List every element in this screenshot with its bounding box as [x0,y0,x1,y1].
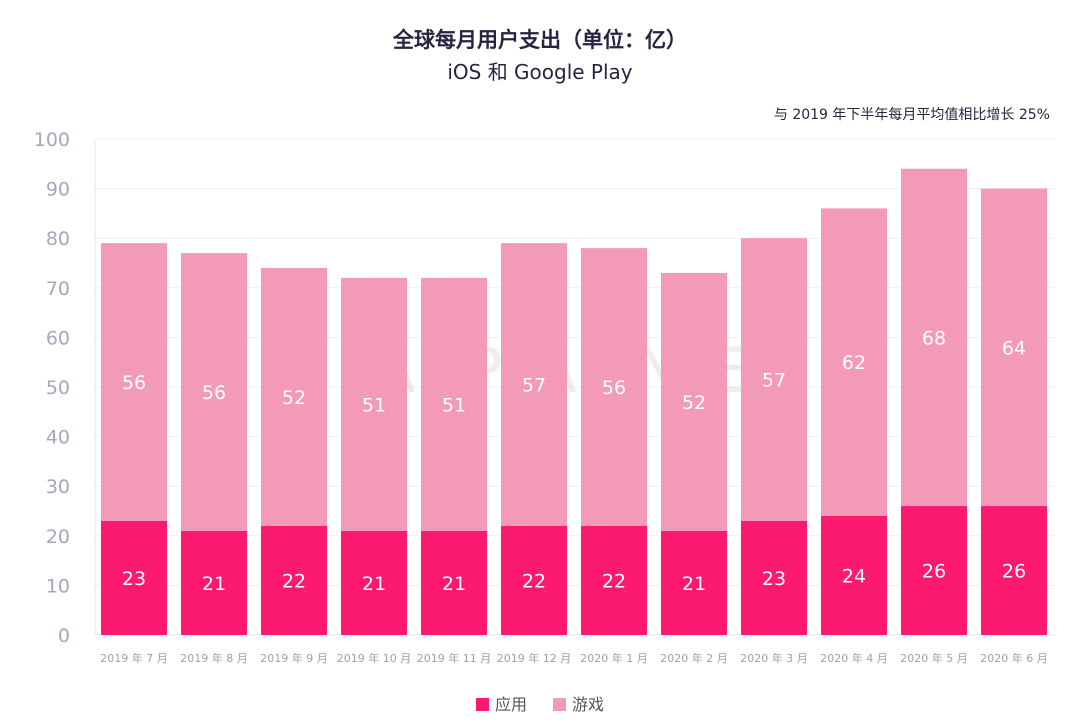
legend-label: 游戏 [572,695,605,714]
x-tick-label: 2019 年 7 月 [100,651,167,665]
data-label: 68 [922,327,946,349]
x-tick-label: 2020 年 4 月 [820,651,887,665]
y-tick-label: 40 [46,427,70,449]
bar-segment [341,277,407,531]
bar-segment [581,525,647,635]
x-tick-label: 2020 年 3 月 [740,651,807,665]
bar-segment [821,208,887,516]
x-tick-label: 2019 年 11 月 [417,651,491,665]
bar-segment [421,277,487,531]
data-label: 62 [842,352,866,374]
data-label: 64 [1002,337,1026,359]
x-tick-label: 2019 年 8 月 [180,651,247,665]
bar-segment [181,253,247,531]
data-label: 23 [122,568,146,590]
data-label: 57 [762,370,786,392]
data-label: 21 [682,573,706,595]
legend-item-games[interactable]: 游戏 [553,691,604,715]
bar-segment [661,272,727,531]
legend-item-apps[interactable]: 应用 [475,691,527,715]
chart-subtitle: iOS 和 Google Play [447,60,633,84]
x-tick-label: 2020 年 6 月 [980,651,1047,665]
bar-segment [501,243,567,526]
legend: 应用 游戏 [0,691,1080,715]
bar-segment [901,168,967,507]
y-tick-label: 70 [46,278,70,300]
y-tick-label: 90 [46,179,70,201]
data-label: 24 [842,565,866,587]
bar-segment [421,530,487,635]
bar-segment [901,506,967,635]
y-tick-label: 100 [34,129,70,151]
y-tick-label: 60 [46,327,70,349]
bar-segment [581,248,647,526]
y-tick-label: 20 [46,526,70,548]
data-label: 52 [682,392,706,414]
growth-annotation: 与 2019 年下半年每月平均值相比增长 25% [773,107,1050,123]
bar-segment [981,506,1047,635]
data-label: 26 [1002,561,1026,583]
data-label: 56 [202,382,226,404]
data-label: 21 [202,573,226,595]
data-label: 21 [362,573,386,595]
bar-segment [821,515,887,635]
x-tick-label: 2019 年 10 月 [337,651,411,665]
data-label: 26 [922,561,946,583]
bar-segment [981,188,1047,507]
x-tick-label: 2019 年 12 月 [497,651,571,665]
data-label: 57 [522,375,546,397]
bar-segment [181,530,247,635]
bar-segment [501,525,567,635]
bar-segment [101,520,167,635]
bar-segment [741,238,807,521]
y-tick-label: 50 [46,377,70,399]
data-label: 51 [362,394,386,416]
x-tick-label: 2020 年 5 月 [900,651,967,665]
bar-segment [261,525,327,635]
data-label: 56 [122,372,146,394]
data-label: 21 [442,573,466,595]
data-label: 56 [602,377,626,399]
data-label: 22 [282,570,306,592]
y-tick-label: 0 [58,625,70,647]
x-tick-label: 2020 年 2 月 [660,651,727,665]
bar-segment [101,243,167,521]
data-label: 51 [442,394,466,416]
bar-segment [261,267,327,526]
data-label: 22 [522,570,546,592]
x-tick-label: 2020 年 1 月 [580,651,647,665]
data-label: 23 [762,568,786,590]
bar-segment [341,530,407,635]
y-tick-label: 80 [46,228,70,250]
legend-label: 应用 [494,695,527,714]
y-tick-label: 10 [46,575,70,597]
data-label: 22 [602,570,626,592]
data-label: 52 [282,387,306,409]
y-tick-label: 30 [46,476,70,498]
bar-segment [661,530,727,635]
chart-title: 全球每月用户支出（单位：亿） [393,28,687,52]
bar-segment [741,520,807,635]
x-tick-label: 2019 年 9 月 [260,651,327,665]
